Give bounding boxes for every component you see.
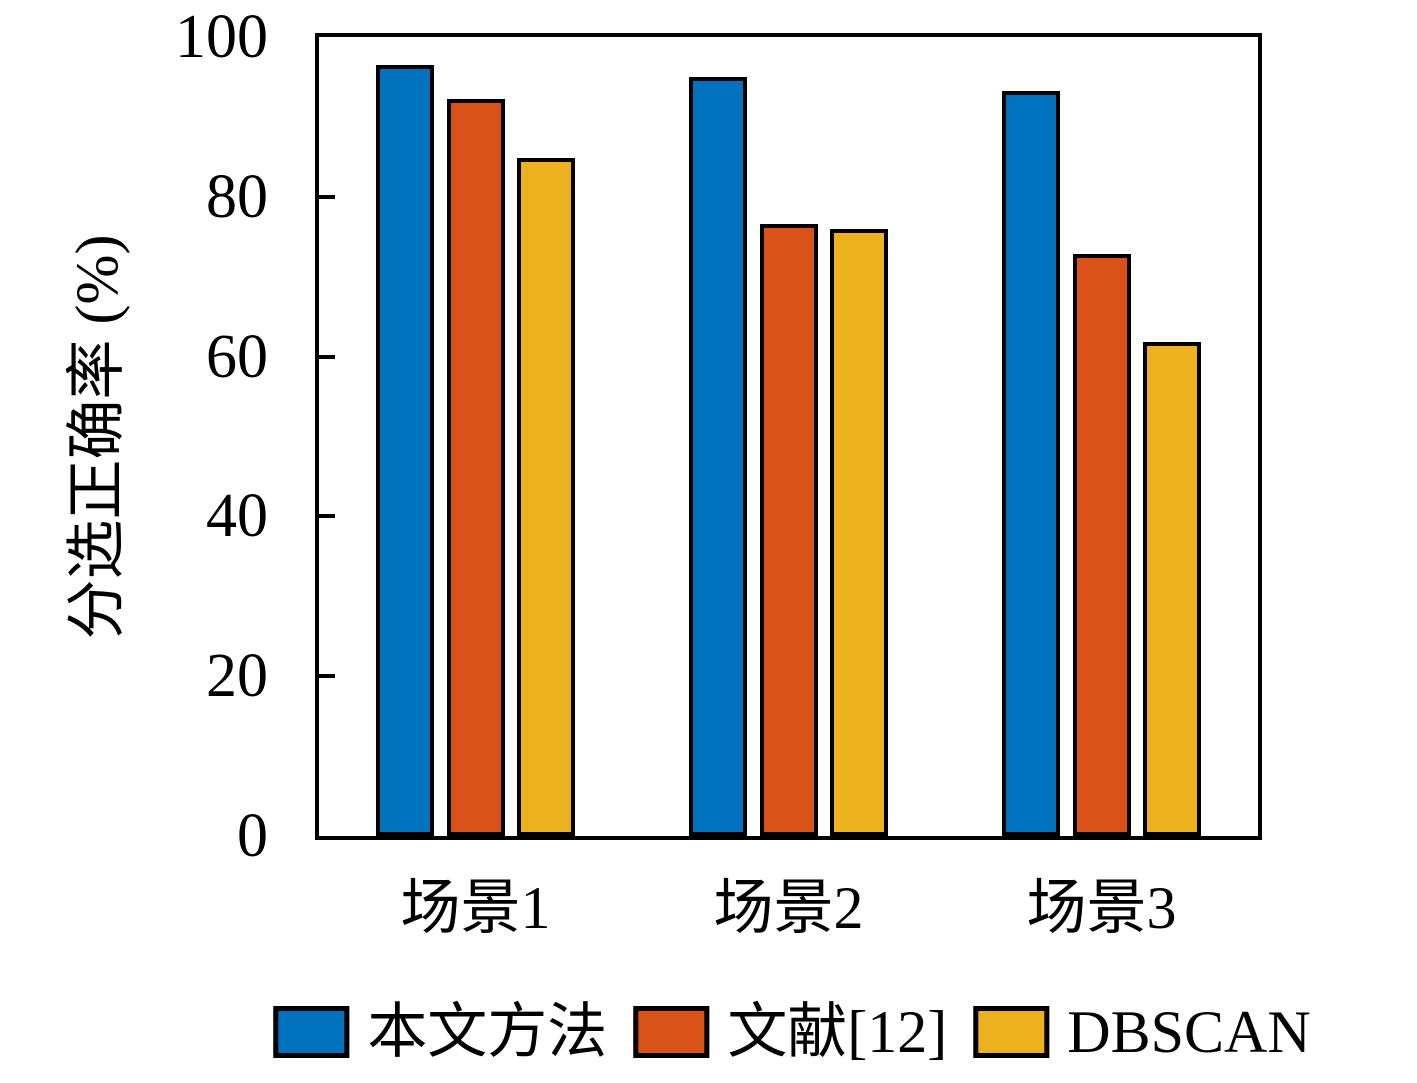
y-tick-mark [319,674,335,679]
bar [689,76,747,836]
bar [830,228,888,836]
bar [1143,342,1201,836]
y-tick-label: 80 [206,162,268,231]
plot-area [315,33,1262,840]
y-tick-label: 40 [206,482,268,551]
x-tick-label: 场景2 [713,875,864,941]
x-tick-label: 场景1 [400,875,551,941]
legend-item: DBSCAN [973,999,1311,1065]
bar [376,64,434,836]
legend-swatch [273,1006,350,1058]
bar [1002,91,1060,836]
legend: 本文方法 文献[12] DBSCAN [273,999,1311,1065]
legend-item: 文献[12] [633,1002,947,1062]
x-tick-label: 场景3 [1026,875,1177,941]
y-tick-label: 20 [206,642,268,711]
legend-label: 本文方法 [367,999,608,1065]
legend-label: DBSCAN [1067,999,1311,1065]
y-tick-mark [319,514,335,519]
bar [759,223,818,836]
legend-label: 文献[12] [727,999,948,1065]
bar [1072,253,1131,836]
y-tick-label: 60 [206,322,268,391]
bar [517,157,575,836]
legend-swatch [633,1006,710,1058]
legend-swatch [973,1006,1050,1058]
y-tick-label: 0 [237,802,268,870]
bar [446,98,505,836]
y-axis-title: 分选正确率 (%) [64,234,130,640]
y-tick-mark [319,354,335,359]
y-tick-label: 100 [175,3,268,71]
y-tick-mark [319,194,335,199]
legend-item: 本文方法 [273,1002,607,1062]
